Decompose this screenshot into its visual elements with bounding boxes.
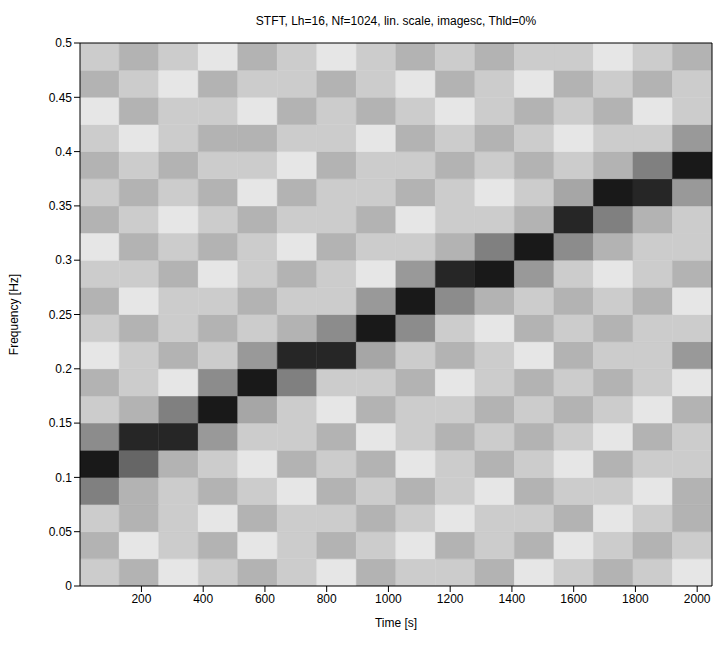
svg-text:1200: 1200 <box>437 592 464 606</box>
svg-text:1600: 1600 <box>560 592 587 606</box>
svg-text:0.45: 0.45 <box>49 91 73 105</box>
svg-text:0.15: 0.15 <box>49 416 73 430</box>
svg-text:200: 200 <box>131 592 151 606</box>
svg-text:0.3: 0.3 <box>55 253 72 267</box>
html-text:STFT, Lh=16, Nf=1024, lin. sca: STFT, Lh=16, Nf=1024, lin. scale, images… <box>255 14 537 28</box>
svg-text:400: 400 <box>193 592 213 606</box>
svg-text:0.2: 0.2 <box>55 362 72 376</box>
svg-text:2000: 2000 <box>684 592 711 606</box>
svg-text:1000: 1000 <box>375 592 402 606</box>
svg-text:0.4: 0.4 <box>55 145 72 159</box>
svg-text:Frequency [Hz]: Frequency [Hz] <box>7 274 21 355</box>
svg-text:0: 0 <box>65 579 72 593</box>
svg-text:0.35: 0.35 <box>49 199 73 213</box>
svg-text:600: 600 <box>255 592 275 606</box>
svg-text:Time [s]: Time [s] <box>375 616 417 630</box>
svg-text:1400: 1400 <box>499 592 526 606</box>
svg-text:0.05: 0.05 <box>49 525 73 539</box>
svg-text:0.1: 0.1 <box>55 471 72 485</box>
svg-text:800: 800 <box>317 592 337 606</box>
svg-text:0.5: 0.5 <box>55 36 72 50</box>
svg-text:0.25: 0.25 <box>49 308 73 322</box>
svg-text:1800: 1800 <box>622 592 649 606</box>
